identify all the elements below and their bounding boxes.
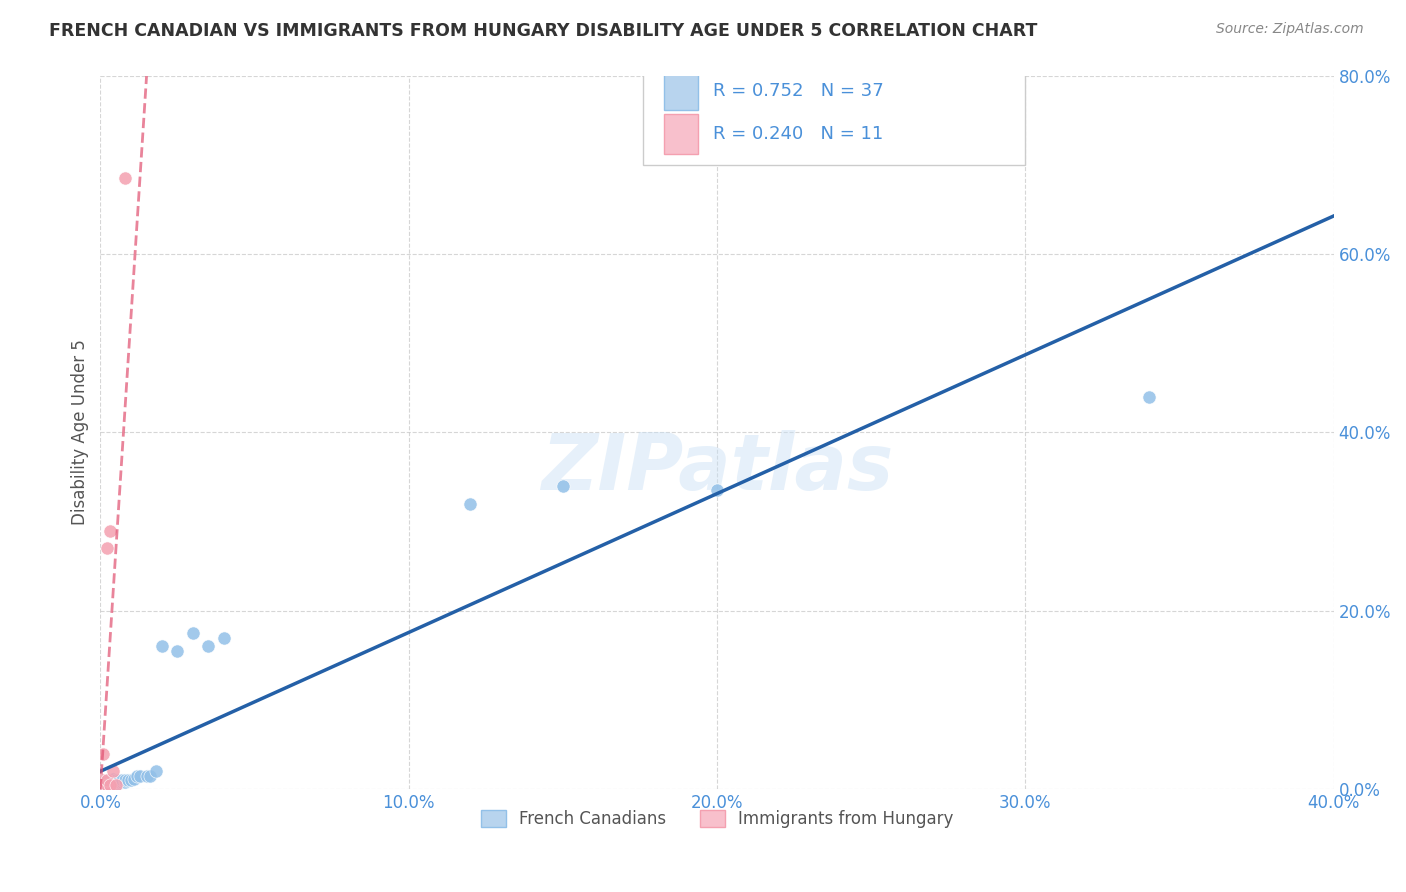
Point <box>166 644 188 658</box>
Point <box>114 773 136 788</box>
Point <box>96 775 118 789</box>
Point <box>551 479 574 493</box>
Point <box>135 769 157 783</box>
Point <box>101 764 124 779</box>
Point <box>101 775 124 789</box>
Text: Source: ZipAtlas.com: Source: ZipAtlas.com <box>1216 22 1364 37</box>
Text: R = 0.240   N = 11: R = 0.240 N = 11 <box>713 125 883 143</box>
Point <box>98 773 121 788</box>
Point <box>98 778 121 792</box>
Point <box>104 778 127 792</box>
Text: FRENCH CANADIAN VS IMMIGRANTS FROM HUNGARY DISABILITY AGE UNDER 5 CORRELATION CH: FRENCH CANADIAN VS IMMIGRANTS FROM HUNGA… <box>49 22 1038 40</box>
Bar <box>664 114 699 153</box>
Text: R = 0.752   N = 37: R = 0.752 N = 37 <box>713 81 884 100</box>
Point <box>108 775 131 789</box>
Point <box>93 773 115 788</box>
Point <box>111 773 134 788</box>
Point <box>197 640 219 654</box>
Point <box>101 773 124 788</box>
Point <box>96 773 118 788</box>
Point <box>114 775 136 789</box>
Bar <box>664 70 699 110</box>
Point <box>98 524 121 538</box>
Point <box>93 778 115 792</box>
Point <box>460 497 482 511</box>
Point <box>145 764 167 779</box>
Point <box>93 747 115 761</box>
Point <box>120 773 142 788</box>
Point <box>117 773 139 788</box>
Point <box>101 772 124 786</box>
Point <box>96 541 118 556</box>
Point <box>181 626 204 640</box>
Point <box>93 778 115 792</box>
Point <box>150 640 173 654</box>
Point <box>1137 390 1160 404</box>
Point <box>98 778 121 792</box>
Point <box>104 775 127 789</box>
Point <box>98 775 121 789</box>
Point <box>108 773 131 788</box>
Point <box>104 773 127 788</box>
Legend: French Canadians, Immigrants from Hungary: French Canadians, Immigrants from Hungar… <box>474 803 960 834</box>
Point <box>96 773 118 788</box>
Point <box>96 778 118 792</box>
Point <box>129 769 152 783</box>
Point <box>122 772 145 786</box>
Point <box>114 171 136 186</box>
Point <box>96 778 118 792</box>
Y-axis label: Disability Age Under 5: Disability Age Under 5 <box>72 340 89 525</box>
Point <box>104 778 127 792</box>
Point <box>127 769 149 783</box>
Point <box>111 775 134 789</box>
Text: ZIPatlas: ZIPatlas <box>541 430 893 506</box>
Point <box>138 769 160 783</box>
Point <box>93 775 115 789</box>
Point <box>212 631 235 645</box>
FancyBboxPatch shape <box>643 65 1025 165</box>
Point <box>706 483 728 498</box>
